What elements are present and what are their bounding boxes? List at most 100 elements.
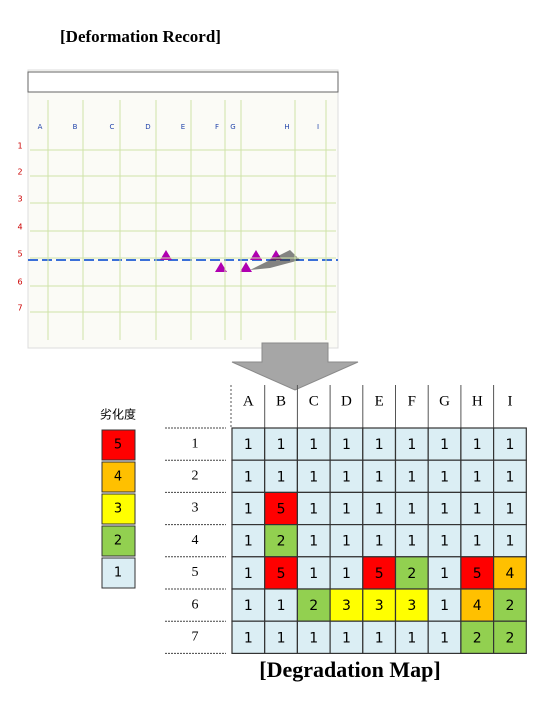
cell-value: 1: [440, 502, 449, 518]
cell-value: 4: [473, 598, 482, 614]
column-header: I: [507, 393, 512, 409]
row-label: 2: [192, 469, 199, 484]
cell: [427, 556, 462, 590]
markers: [160, 250, 282, 272]
cell: [493, 588, 527, 622]
cell-value: 1: [244, 598, 253, 614]
legend-label: 2: [114, 534, 122, 549]
cell-value: 4: [505, 566, 514, 582]
cell-value: 1: [440, 534, 449, 550]
cell-value: 1: [375, 502, 384, 518]
column-header: A: [243, 393, 254, 409]
damage-zone: [250, 250, 300, 270]
cell-value: 1: [309, 469, 318, 485]
cell: [493, 427, 527, 461]
row-label: 5: [192, 565, 199, 580]
cell-value: 1: [309, 534, 318, 550]
cell-value: 1: [342, 534, 351, 550]
cell-value: 1: [375, 469, 384, 485]
cell: [329, 620, 364, 655]
cell-value: 1: [309, 630, 318, 646]
cell: [427, 459, 462, 494]
drawing-row-label: 2: [17, 168, 22, 177]
cell-value: 1: [473, 469, 482, 485]
cell-value: 1: [309, 502, 318, 518]
cell: [493, 523, 527, 558]
cell-value: 1: [342, 469, 351, 485]
cell-value: 1: [309, 437, 318, 453]
cell: [394, 523, 429, 558]
cell-value: 5: [375, 566, 384, 582]
cell: [460, 620, 495, 655]
column-header: F: [408, 393, 416, 409]
drawing-col-label: C: [110, 123, 115, 131]
cell: [231, 556, 266, 590]
row-label: 4: [192, 533, 199, 548]
cell-value: 1: [440, 469, 449, 485]
cell: [264, 620, 299, 655]
drawing-row-label: 4: [17, 223, 22, 232]
cell-value: 3: [375, 598, 384, 614]
cell: [329, 459, 364, 494]
column-header: G: [439, 393, 450, 409]
row-label: 1: [192, 436, 199, 451]
cell-value: 2: [407, 566, 416, 582]
drawing-row-label: 1: [17, 142, 22, 151]
cell: [231, 620, 266, 655]
cell-value: 1: [277, 469, 286, 485]
cell-value: 1: [244, 630, 253, 646]
legend-label: 5: [114, 438, 122, 453]
arrow: [231, 342, 359, 391]
column-header: D: [341, 393, 352, 409]
drawing-col-label: G: [230, 123, 235, 131]
legend-label: 4: [114, 470, 122, 485]
drawing-row-label: 3: [17, 195, 22, 204]
drawing-row-label: 5: [17, 250, 22, 259]
cell-value: 1: [407, 630, 416, 646]
cell: [394, 459, 429, 494]
drawing-col-label: I: [317, 123, 319, 131]
cell-value: 2: [277, 534, 286, 550]
cell-value: 1: [505, 437, 514, 453]
drawing-row-label: 7: [17, 304, 22, 313]
cell: [493, 459, 527, 494]
cell-value: 1: [407, 534, 416, 550]
cell: [264, 491, 299, 526]
cell-value: 1: [407, 502, 416, 518]
cell-value: 1: [244, 534, 253, 550]
cell-value: 1: [342, 630, 351, 646]
cell-value: 1: [309, 566, 318, 582]
cell: [427, 620, 462, 655]
cell: [362, 491, 397, 526]
row-label: 6: [192, 597, 199, 612]
cell: [264, 523, 299, 558]
column-header: B: [276, 393, 286, 409]
cell: [493, 556, 527, 590]
cell-value: 1: [244, 469, 253, 485]
cell-value: 3: [342, 598, 351, 614]
cell: [460, 588, 495, 622]
cell: [394, 556, 429, 590]
cell-value: 1: [473, 502, 482, 518]
caption: [Degradation Map]: [259, 657, 440, 682]
cell: [231, 459, 266, 494]
legend-title: 劣化度: [100, 407, 136, 422]
drawing-col-label: D: [145, 123, 150, 131]
cell-value: 1: [342, 566, 351, 582]
cell-value: 1: [440, 630, 449, 646]
cell-value: 1: [473, 437, 482, 453]
cell: [329, 556, 364, 590]
drawing-col-label: E: [181, 123, 185, 131]
drawing-col-label: F: [215, 123, 219, 131]
cell-value: 1: [407, 437, 416, 453]
cell: [231, 588, 266, 622]
cell-value: 1: [244, 502, 253, 518]
row-label: 7: [192, 630, 199, 645]
legend-label: 1: [114, 566, 122, 581]
cell-value: 1: [277, 437, 286, 453]
cell-value: 1: [375, 630, 384, 646]
legend-swatch: [101, 429, 136, 461]
drawing-col-label: A: [38, 123, 43, 131]
